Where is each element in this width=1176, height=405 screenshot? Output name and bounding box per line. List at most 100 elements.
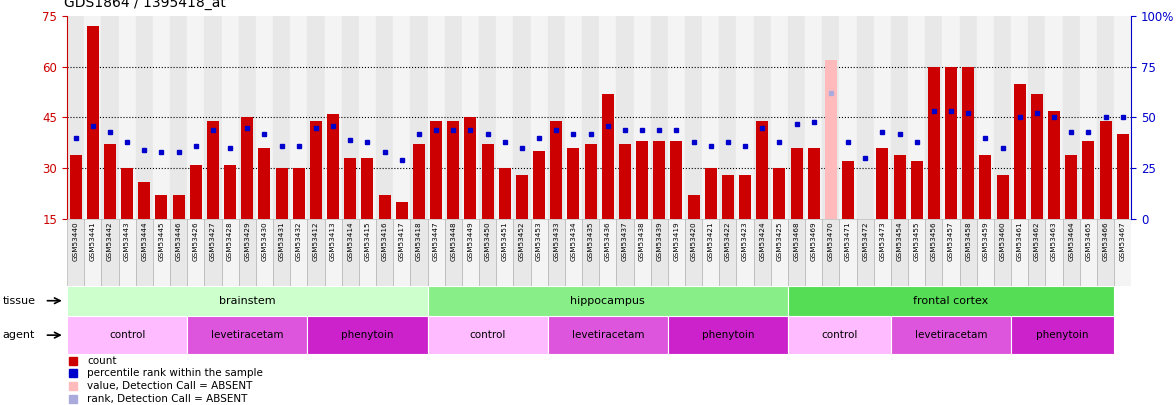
Bar bbox=[496, 16, 514, 219]
Text: phenytoin: phenytoin bbox=[1036, 330, 1089, 340]
Text: GSM53471: GSM53471 bbox=[846, 222, 851, 261]
Bar bbox=[445, 16, 462, 219]
Bar bbox=[310, 121, 322, 219]
Bar bbox=[874, 219, 891, 286]
Text: GSM53418: GSM53418 bbox=[416, 222, 422, 261]
Bar bbox=[259, 148, 270, 219]
Bar bbox=[788, 316, 891, 354]
Text: GSM53462: GSM53462 bbox=[1034, 222, 1040, 261]
Text: GSM53414: GSM53414 bbox=[347, 222, 353, 261]
Text: GSM53429: GSM53429 bbox=[245, 222, 250, 261]
Bar bbox=[428, 219, 445, 286]
Text: GSM53445: GSM53445 bbox=[159, 222, 165, 261]
Bar bbox=[67, 219, 85, 286]
Bar bbox=[860, 219, 871, 259]
Bar bbox=[894, 155, 906, 219]
Bar bbox=[1063, 16, 1080, 219]
Bar bbox=[256, 16, 273, 219]
Text: GSM53458: GSM53458 bbox=[965, 222, 971, 261]
Text: GSM53465: GSM53465 bbox=[1085, 222, 1091, 261]
Bar bbox=[239, 16, 256, 219]
Text: levetiracetam: levetiracetam bbox=[915, 330, 988, 340]
Text: GSM53430: GSM53430 bbox=[261, 222, 267, 261]
Bar bbox=[359, 219, 376, 286]
Bar bbox=[396, 202, 408, 219]
Bar bbox=[980, 155, 991, 219]
Bar bbox=[171, 16, 187, 219]
Bar bbox=[1065, 155, 1077, 219]
Text: count: count bbox=[87, 356, 116, 366]
Text: GSM53463: GSM53463 bbox=[1051, 222, 1057, 261]
Bar bbox=[119, 16, 135, 219]
Bar bbox=[668, 316, 788, 354]
Bar bbox=[722, 175, 734, 219]
Bar bbox=[616, 219, 634, 286]
Bar bbox=[736, 16, 754, 219]
Bar bbox=[756, 121, 768, 219]
Text: frontal cortex: frontal cortex bbox=[914, 296, 989, 306]
Bar bbox=[616, 16, 634, 219]
Bar bbox=[187, 219, 205, 286]
Bar bbox=[447, 121, 460, 219]
Bar bbox=[1028, 219, 1045, 286]
Bar bbox=[325, 219, 342, 286]
Bar bbox=[428, 316, 548, 354]
Bar bbox=[704, 168, 716, 219]
Bar bbox=[822, 16, 840, 219]
Text: GSM53424: GSM53424 bbox=[760, 222, 766, 261]
Bar bbox=[908, 219, 926, 286]
Bar bbox=[946, 67, 957, 219]
Bar bbox=[205, 219, 221, 286]
Bar bbox=[891, 219, 908, 286]
Bar bbox=[342, 219, 359, 286]
Bar bbox=[977, 219, 994, 286]
Bar bbox=[619, 145, 632, 219]
Bar bbox=[960, 16, 977, 219]
Bar bbox=[1117, 134, 1129, 219]
Text: GSM53416: GSM53416 bbox=[381, 222, 388, 261]
Text: GSM53468: GSM53468 bbox=[794, 222, 800, 261]
Bar bbox=[564, 16, 582, 219]
Bar bbox=[410, 219, 428, 286]
Bar bbox=[516, 175, 528, 219]
Bar bbox=[788, 16, 806, 219]
Bar bbox=[1097, 219, 1114, 286]
Bar bbox=[359, 16, 376, 219]
Bar bbox=[241, 117, 253, 219]
Bar bbox=[514, 219, 530, 286]
Bar bbox=[85, 219, 101, 286]
Bar bbox=[153, 219, 171, 286]
Text: GSM53420: GSM53420 bbox=[690, 222, 696, 261]
Text: GSM53470: GSM53470 bbox=[828, 222, 834, 261]
Bar bbox=[1063, 219, 1080, 286]
Text: GSM53436: GSM53436 bbox=[604, 222, 610, 261]
Bar bbox=[273, 16, 290, 219]
Text: value, Detection Call = ABSENT: value, Detection Call = ABSENT bbox=[87, 381, 253, 391]
Bar bbox=[790, 148, 802, 219]
Bar bbox=[702, 219, 720, 286]
Text: GSM53444: GSM53444 bbox=[141, 222, 147, 261]
Bar bbox=[103, 145, 116, 219]
Bar bbox=[994, 219, 1011, 286]
Text: GSM53461: GSM53461 bbox=[1017, 222, 1023, 261]
Text: GSM53421: GSM53421 bbox=[708, 222, 714, 261]
Text: GSM53428: GSM53428 bbox=[227, 222, 233, 261]
Text: phenytoin: phenytoin bbox=[341, 330, 394, 340]
Bar bbox=[942, 16, 960, 219]
Bar bbox=[1114, 16, 1131, 219]
Text: GSM53467: GSM53467 bbox=[1120, 222, 1125, 261]
Text: GSM53455: GSM53455 bbox=[914, 222, 920, 261]
Bar bbox=[548, 316, 668, 354]
Bar bbox=[496, 219, 514, 286]
Text: GSM53427: GSM53427 bbox=[211, 222, 216, 261]
Bar bbox=[499, 168, 510, 219]
Bar bbox=[926, 16, 942, 219]
Bar bbox=[225, 165, 236, 219]
Bar bbox=[876, 148, 888, 219]
Text: GSM53448: GSM53448 bbox=[450, 222, 456, 261]
Text: GSM53442: GSM53442 bbox=[107, 222, 113, 261]
Bar bbox=[155, 195, 167, 219]
Text: GSM53457: GSM53457 bbox=[948, 222, 954, 261]
Bar bbox=[462, 16, 479, 219]
Bar bbox=[582, 16, 599, 219]
